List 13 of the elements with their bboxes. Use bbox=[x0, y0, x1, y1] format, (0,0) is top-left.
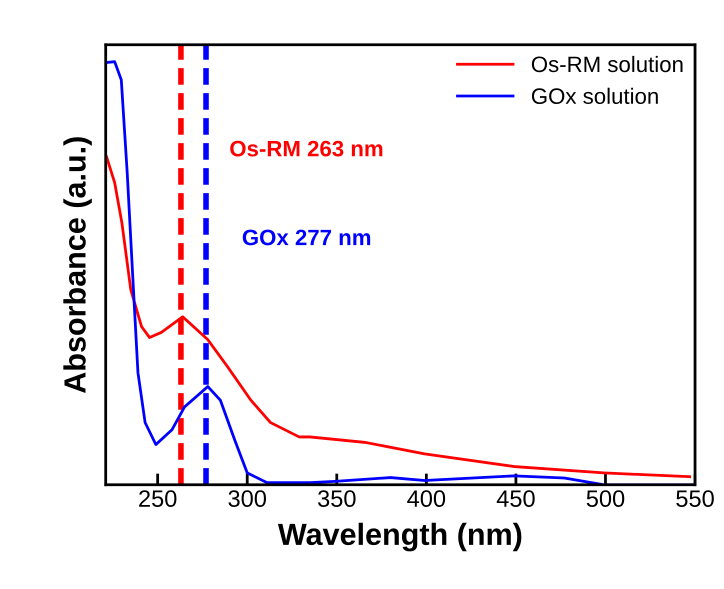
legend-label: GOx solution bbox=[532, 88, 658, 104]
x-tick-label: 500 bbox=[586, 490, 624, 507]
x-tick-label: 300 bbox=[228, 490, 266, 507]
x-tick-label: 400 bbox=[407, 490, 446, 507]
x-tick-label: 550 bbox=[676, 490, 714, 507]
x-tick-label: 250 bbox=[139, 490, 176, 507]
ref-line-label: GOx 277 nm bbox=[242, 230, 370, 246]
ref-line-label: Os-RM 263 nm bbox=[230, 140, 382, 157]
legend-label: Os-RM solution bbox=[532, 56, 682, 72]
x-tick-label: 350 bbox=[318, 490, 356, 507]
y-axis-title: Absorbance (a.u.) bbox=[63, 137, 92, 394]
x-tick-label: 450 bbox=[496, 490, 535, 507]
x-axis-title: Wavelength (nm) bbox=[278, 522, 522, 552]
